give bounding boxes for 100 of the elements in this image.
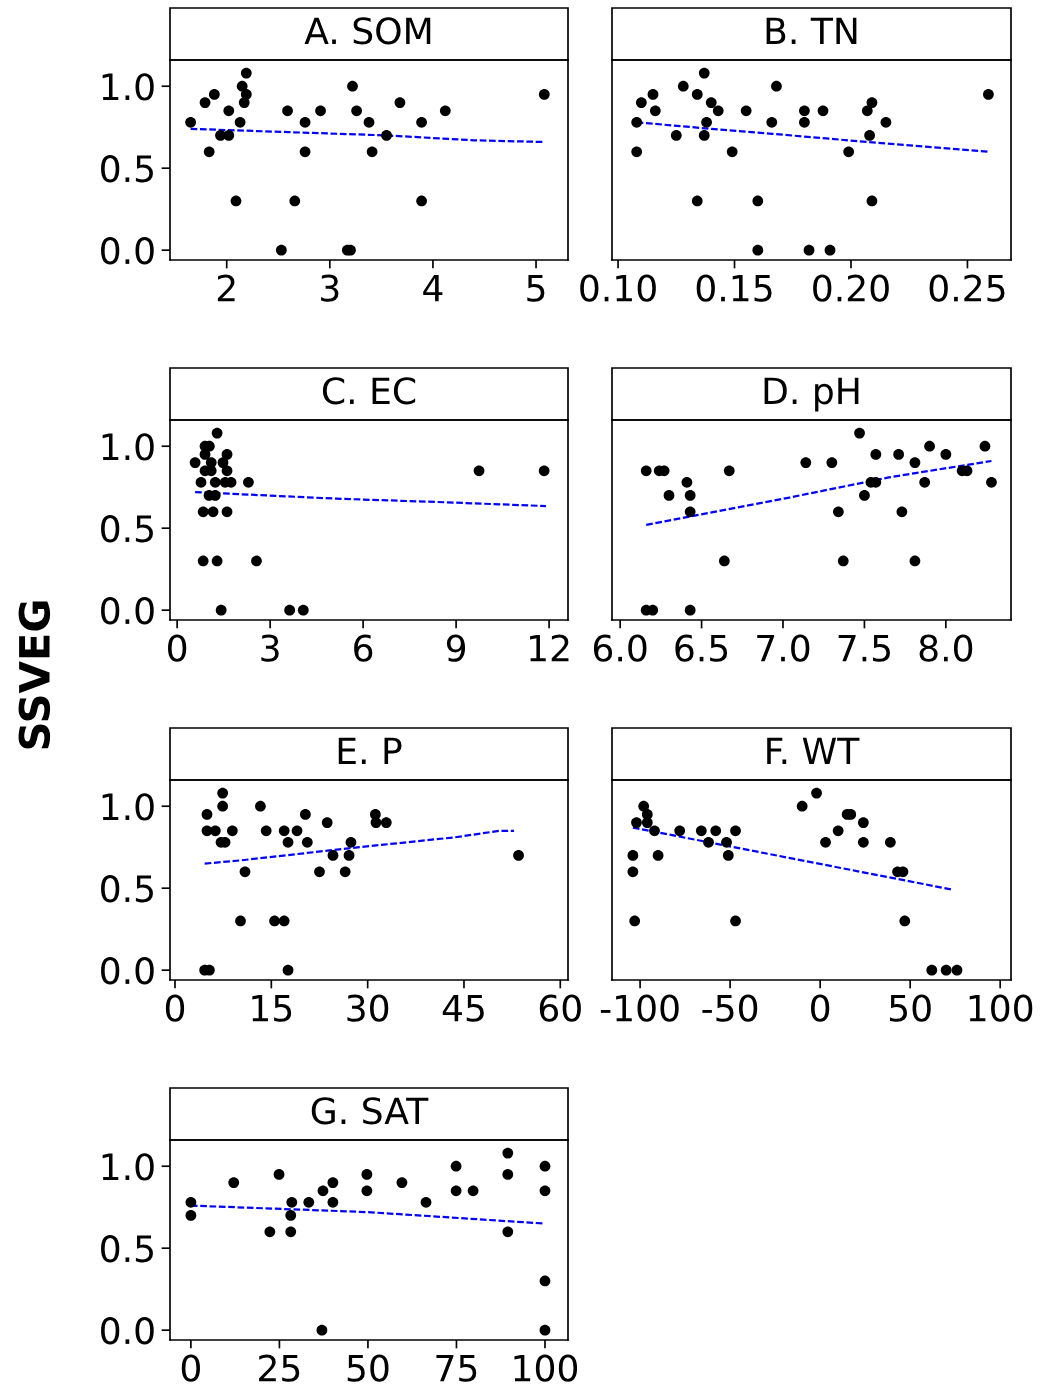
- point: [299, 146, 311, 158]
- point: [538, 465, 550, 477]
- x-tick-label: -50: [702, 994, 758, 1022]
- point: [289, 195, 301, 207]
- point: [221, 506, 233, 518]
- point: [240, 67, 252, 79]
- point: [870, 449, 882, 460]
- point: [286, 1196, 298, 1208]
- x-tick-label: -100: [600, 994, 679, 1022]
- chart-title: A. SOM: [304, 17, 431, 45]
- point: [502, 1169, 514, 1180]
- point: [854, 427, 865, 439]
- point: [631, 116, 643, 128]
- point: [236, 80, 248, 92]
- point: [316, 1324, 328, 1336]
- point: [238, 97, 250, 108]
- x-tick-label: 3: [261, 634, 279, 662]
- point: [217, 800, 229, 812]
- point: [979, 440, 991, 452]
- y-tick-label: 1.0: [102, 793, 154, 821]
- point: [649, 825, 660, 837]
- point: [909, 555, 921, 567]
- point: [230, 195, 242, 207]
- point: [539, 1160, 551, 1172]
- chart-title: F. WT: [767, 737, 860, 764]
- point: [796, 800, 808, 812]
- point: [278, 825, 290, 837]
- y-tick-label: 1.0: [102, 73, 154, 101]
- point: [726, 146, 738, 158]
- point: [467, 1185, 479, 1197]
- point: [366, 146, 378, 158]
- point: [502, 1226, 514, 1238]
- x-tick-label: 12: [530, 634, 569, 662]
- point: [986, 476, 997, 488]
- x-tick-label: 100: [514, 1354, 578, 1382]
- point: [771, 80, 782, 92]
- point: [710, 825, 722, 837]
- point: [722, 850, 734, 861]
- x-tick-label: 6.0: [593, 634, 647, 662]
- y-tick-label: 0.5: [101, 155, 153, 183]
- x-tick-label: 75: [436, 1355, 477, 1382]
- point: [899, 915, 911, 927]
- point: [351, 105, 363, 117]
- point: [327, 1196, 339, 1208]
- x-tick-label: 15: [252, 995, 292, 1022]
- point: [416, 195, 427, 207]
- point: [832, 825, 844, 837]
- point: [677, 80, 689, 92]
- point: [339, 866, 351, 878]
- point: [919, 476, 931, 488]
- chart-title: D. pH: [764, 377, 859, 412]
- point: [698, 130, 710, 141]
- point: [197, 555, 209, 567]
- point: [641, 817, 653, 828]
- point: [539, 1185, 551, 1197]
- point: [303, 1196, 315, 1208]
- point: [817, 105, 829, 117]
- point: [663, 490, 675, 501]
- point: [627, 866, 639, 878]
- x-tick-label: 50: [889, 994, 931, 1022]
- point: [260, 825, 272, 837]
- x-tick-label: 7.0: [757, 634, 810, 662]
- x-tick-label: 4: [423, 275, 443, 302]
- point: [730, 825, 741, 837]
- point: [893, 449, 905, 460]
- point: [799, 116, 810, 128]
- point: [223, 130, 235, 141]
- point: [820, 836, 831, 848]
- point: [185, 116, 196, 128]
- point: [297, 604, 309, 616]
- point: [221, 465, 233, 477]
- x-tick-label: 25: [259, 1354, 300, 1382]
- point: [255, 800, 266, 812]
- point: [940, 964, 952, 976]
- x-tick-label: 5: [527, 275, 545, 302]
- point: [880, 116, 892, 128]
- point: [740, 105, 752, 117]
- point: [299, 809, 311, 820]
- point: [926, 964, 938, 976]
- point: [473, 465, 485, 477]
- point: [439, 105, 451, 117]
- x-tick-label: 0: [811, 994, 830, 1022]
- y-tick-label: 0.0: [101, 1317, 154, 1345]
- point: [282, 964, 294, 976]
- point: [282, 105, 293, 117]
- point: [799, 105, 810, 117]
- point: [859, 490, 870, 501]
- point: [629, 915, 641, 927]
- point: [226, 825, 238, 837]
- point: [282, 836, 294, 848]
- point: [345, 836, 357, 848]
- point: [285, 1210, 297, 1221]
- point: [866, 195, 878, 207]
- point: [321, 817, 333, 828]
- point: [723, 465, 735, 477]
- point: [208, 89, 220, 100]
- point: [235, 915, 246, 927]
- point: [766, 116, 778, 128]
- chart-title: G. SAT: [311, 1097, 429, 1125]
- x-tick-label: 0.10: [580, 274, 656, 302]
